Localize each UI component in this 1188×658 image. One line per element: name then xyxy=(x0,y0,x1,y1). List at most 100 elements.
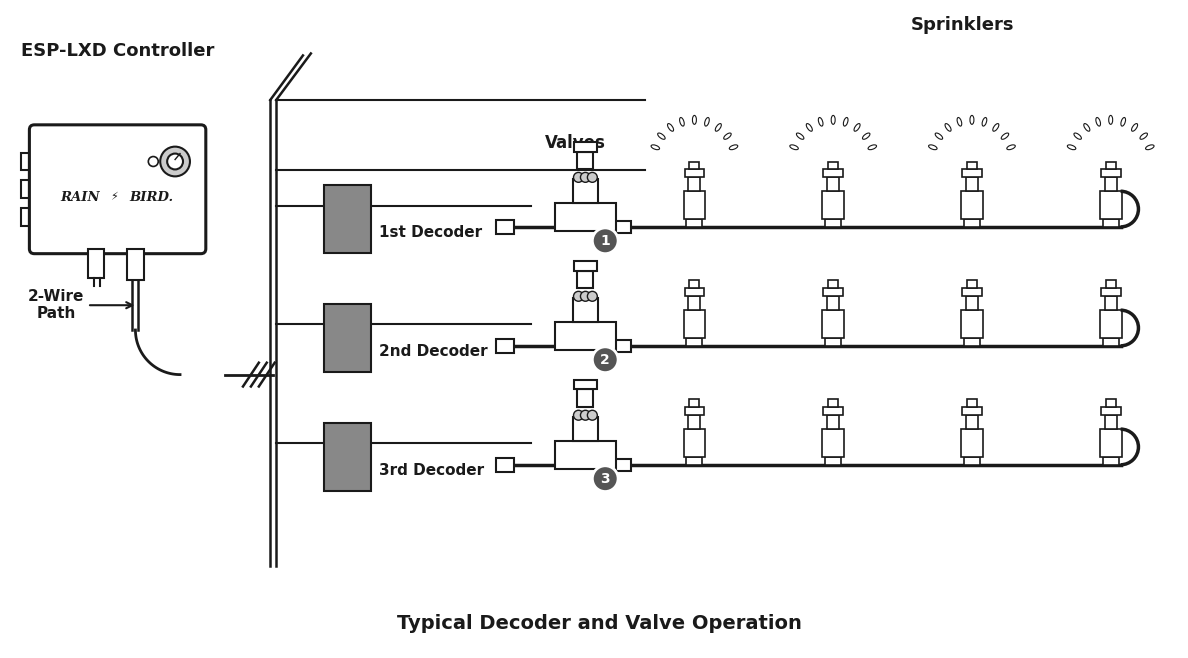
Bar xyxy=(683,191,706,219)
Bar xyxy=(555,441,617,468)
Ellipse shape xyxy=(958,118,962,126)
Bar xyxy=(1105,178,1117,191)
Bar xyxy=(689,296,701,310)
Bar xyxy=(574,141,598,151)
Ellipse shape xyxy=(796,133,804,139)
Bar xyxy=(324,304,372,372)
Bar xyxy=(555,322,617,350)
Bar xyxy=(324,423,372,491)
Ellipse shape xyxy=(715,124,721,131)
Bar xyxy=(573,180,599,203)
Bar xyxy=(822,310,845,338)
Bar xyxy=(577,270,593,288)
Circle shape xyxy=(581,411,590,420)
Circle shape xyxy=(168,153,183,169)
Circle shape xyxy=(160,147,190,176)
Ellipse shape xyxy=(1140,133,1148,139)
Circle shape xyxy=(593,347,618,372)
FancyBboxPatch shape xyxy=(615,340,631,352)
Bar xyxy=(961,191,982,219)
Bar xyxy=(689,399,700,407)
Circle shape xyxy=(581,291,590,301)
Ellipse shape xyxy=(693,115,696,124)
Circle shape xyxy=(574,172,583,182)
Circle shape xyxy=(587,172,598,182)
Bar xyxy=(962,407,981,415)
Bar xyxy=(573,298,599,322)
Text: ⚡: ⚡ xyxy=(109,192,118,202)
Bar xyxy=(577,151,593,169)
Bar xyxy=(823,288,843,296)
Bar xyxy=(967,280,977,288)
Ellipse shape xyxy=(944,124,952,131)
Bar xyxy=(21,153,34,170)
Circle shape xyxy=(574,411,583,420)
Circle shape xyxy=(593,228,618,254)
Bar xyxy=(1101,169,1120,178)
Ellipse shape xyxy=(790,145,798,149)
Bar xyxy=(574,261,598,270)
Bar xyxy=(1102,338,1119,346)
Ellipse shape xyxy=(807,124,813,131)
Bar xyxy=(826,219,841,227)
Ellipse shape xyxy=(832,115,835,124)
Bar xyxy=(826,338,841,346)
Bar xyxy=(1100,429,1121,457)
Ellipse shape xyxy=(969,115,974,124)
Bar xyxy=(687,457,702,465)
Ellipse shape xyxy=(843,118,848,126)
Bar xyxy=(963,457,980,465)
Ellipse shape xyxy=(868,145,877,149)
Bar xyxy=(961,310,982,338)
Bar xyxy=(683,429,706,457)
Ellipse shape xyxy=(1006,145,1016,149)
Ellipse shape xyxy=(1121,118,1125,126)
Bar xyxy=(1106,280,1116,288)
Bar xyxy=(1105,415,1117,429)
Bar xyxy=(1102,219,1119,227)
Ellipse shape xyxy=(1001,133,1009,139)
Ellipse shape xyxy=(993,124,999,131)
Bar xyxy=(689,161,700,169)
Bar xyxy=(684,407,704,415)
Ellipse shape xyxy=(1095,118,1100,126)
Ellipse shape xyxy=(1074,133,1081,139)
Bar xyxy=(88,249,103,278)
Bar xyxy=(1102,457,1119,465)
Bar xyxy=(1101,407,1120,415)
Bar xyxy=(963,219,980,227)
Ellipse shape xyxy=(668,124,674,131)
Ellipse shape xyxy=(680,118,684,126)
Circle shape xyxy=(148,157,158,166)
Bar xyxy=(967,161,977,169)
Bar xyxy=(577,390,593,407)
Bar xyxy=(689,415,701,429)
Bar xyxy=(961,429,982,457)
Circle shape xyxy=(593,466,618,492)
Bar xyxy=(573,417,599,441)
Bar xyxy=(963,338,980,346)
Text: 3rd Decoder: 3rd Decoder xyxy=(379,463,485,478)
Bar xyxy=(683,310,706,338)
Ellipse shape xyxy=(1083,124,1089,131)
Bar xyxy=(826,457,841,465)
Ellipse shape xyxy=(1067,145,1076,149)
Bar xyxy=(823,169,843,178)
Bar xyxy=(823,407,843,415)
Text: RAIN: RAIN xyxy=(61,191,100,204)
Ellipse shape xyxy=(819,118,823,126)
Bar xyxy=(684,288,704,296)
Ellipse shape xyxy=(1145,145,1154,149)
Bar xyxy=(966,296,978,310)
Bar xyxy=(828,161,839,169)
Bar xyxy=(574,380,598,390)
Ellipse shape xyxy=(658,133,665,139)
Bar xyxy=(1106,399,1116,407)
Bar xyxy=(967,399,977,407)
Bar xyxy=(1100,310,1121,338)
Bar xyxy=(966,178,978,191)
FancyBboxPatch shape xyxy=(497,458,514,472)
Bar xyxy=(822,191,845,219)
FancyBboxPatch shape xyxy=(615,459,631,470)
Ellipse shape xyxy=(935,133,942,139)
